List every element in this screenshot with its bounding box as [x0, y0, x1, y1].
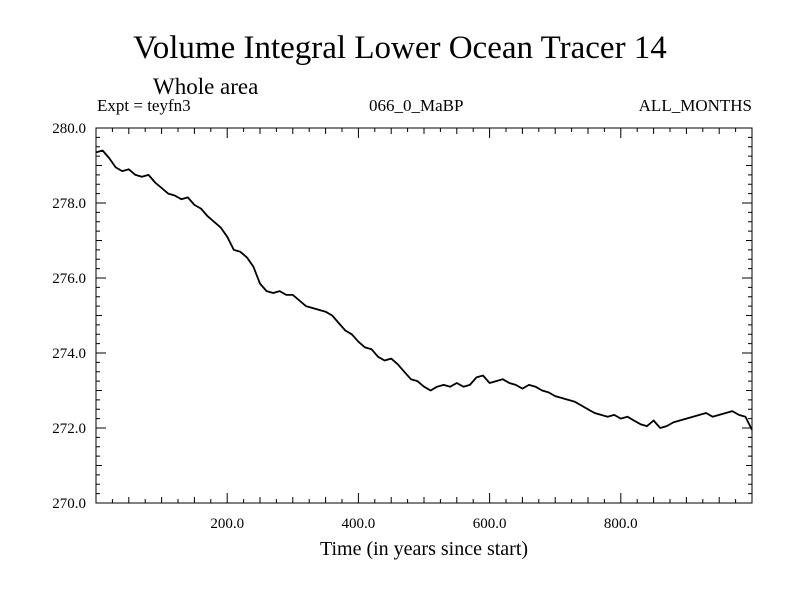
x-tick-label: 200.0 [210, 516, 244, 532]
experiment-label: Expt = teyfn3 [97, 96, 191, 115]
x-tick-label: 800.0 [604, 516, 638, 532]
y-tick-label: 272.0 [52, 421, 86, 437]
series-line-tracer-14 [95, 149, 753, 431]
y-tick-label: 270.0 [52, 496, 86, 512]
y-tick-label: 276.0 [52, 271, 86, 287]
period-label: 066_0_MaBP [369, 96, 464, 115]
chart-title: Volume Integral Lower Ocean Tracer 14 [133, 30, 667, 66]
x-axis-tick-labels: 200.0 400.0 600.0 800.0 [210, 516, 637, 532]
plot-frame [95, 127, 753, 504]
chart-subtitle: Whole area [153, 74, 259, 99]
x-axis-ticks [111, 128, 737, 503]
y-axis-tick-labels: 270.0 272.0 274.0 276.0 278.0 280.0 [52, 121, 86, 512]
x-axis-title: Time (in years since start) [320, 538, 528, 560]
y-axis-ticks [96, 136, 752, 495]
y-tick-label: 278.0 [52, 196, 86, 212]
y-tick-label: 274.0 [52, 346, 86, 362]
x-tick-label: 400.0 [342, 516, 376, 532]
months-label: ALL_MONTHS [638, 96, 752, 115]
x-tick-label: 600.0 [473, 516, 507, 532]
y-tick-label: 280.0 [52, 121, 86, 137]
